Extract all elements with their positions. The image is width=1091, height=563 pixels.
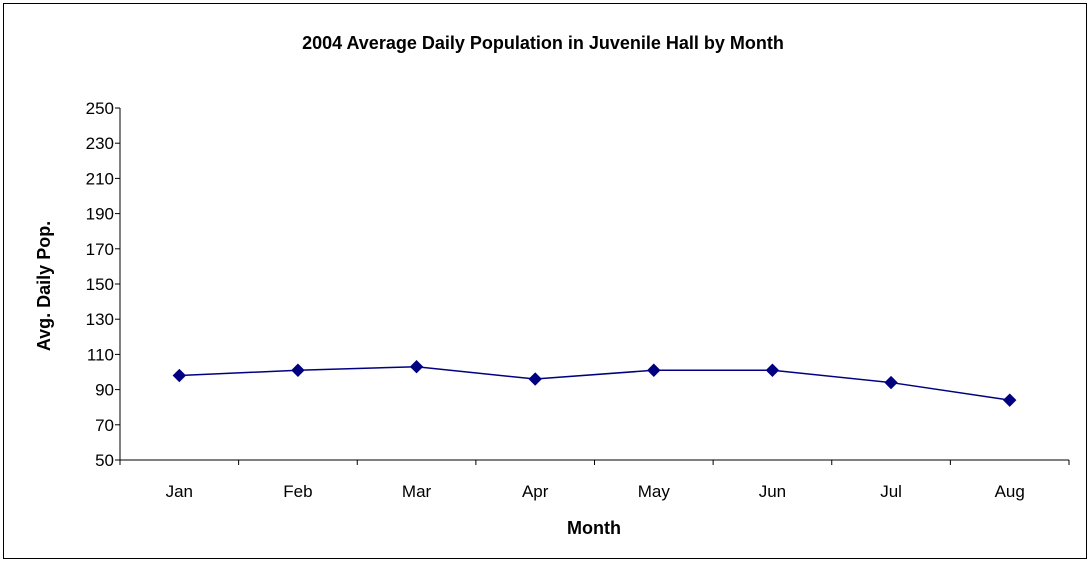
y-tick-label: 110 xyxy=(87,345,114,364)
data-point-marker xyxy=(884,375,898,390)
data-point-marker xyxy=(1002,393,1017,407)
x-tick-label: Apr xyxy=(522,482,549,501)
chart-frame xyxy=(3,3,1087,559)
x-tick-label: Jan xyxy=(166,482,193,501)
chart-title: 2004 Average Daily Population in Juvenil… xyxy=(302,33,784,53)
y-tick-label: 90 xyxy=(95,381,114,400)
y-axis-title: Avg. Daily Pop. xyxy=(34,221,54,351)
y-tick-label: 70 xyxy=(95,416,114,435)
series-line-group xyxy=(172,360,1017,407)
x-tick-label: Jun xyxy=(759,482,786,501)
y-tick-label: 250 xyxy=(86,99,114,118)
x-tick-label: Aug xyxy=(995,482,1025,501)
data-point-marker xyxy=(528,372,542,386)
x-tick-label: Mar xyxy=(402,482,432,501)
y-tick-label: 190 xyxy=(86,205,114,224)
data-point-marker xyxy=(409,360,424,374)
axes xyxy=(115,107,1070,465)
x-tick-label: May xyxy=(638,482,671,501)
x-tick-labels: Jan Feb Mar Apr May Jun Jul Aug xyxy=(166,482,1025,501)
y-tick-label: 210 xyxy=(86,169,114,188)
x-axis-title: Month xyxy=(567,518,621,538)
y-tick-label: 230 xyxy=(86,134,114,153)
data-point-marker xyxy=(765,363,780,377)
x-tick-label: Jul xyxy=(880,482,902,501)
data-point-marker xyxy=(647,363,661,377)
y-tick-label: 50 xyxy=(95,451,114,470)
y-tick-label: 150 xyxy=(86,275,114,294)
x-tick-label: Feb xyxy=(283,482,312,501)
y-tick-label: 130 xyxy=(86,310,114,329)
y-tick-labels: 250 230 210 190 170 150 130 110 90 70 50 xyxy=(86,99,114,470)
data-point-marker xyxy=(172,368,187,383)
data-point-marker xyxy=(291,363,305,377)
series-line xyxy=(179,365,1010,401)
y-tick-label: 170 xyxy=(86,240,114,259)
